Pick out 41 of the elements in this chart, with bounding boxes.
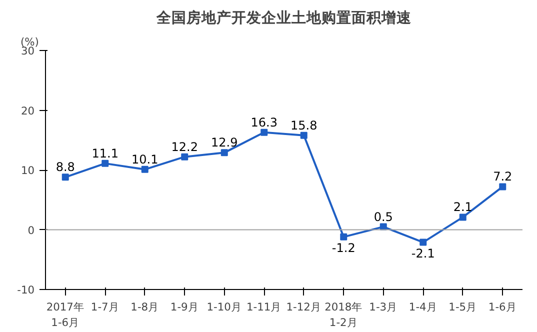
point bbox=[141, 166, 148, 173]
point bbox=[260, 128, 268, 136]
y-tick-label: 10 bbox=[20, 164, 35, 177]
point bbox=[300, 132, 308, 139]
y-tick-label: 20 bbox=[20, 104, 35, 118]
point bbox=[340, 233, 348, 240]
x-tick-label: 1-12月 bbox=[286, 300, 322, 314]
x-tick-label: 1-3月 bbox=[369, 300, 398, 314]
data-label: -1.2 bbox=[332, 240, 356, 255]
data-label: 11.1 bbox=[92, 146, 118, 160]
data-label: 15.8 bbox=[290, 118, 318, 132]
point bbox=[181, 153, 188, 160]
data-label: 10.1 bbox=[132, 152, 158, 166]
point bbox=[62, 174, 69, 181]
x-tick-label: 1-6月 bbox=[488, 300, 517, 314]
point bbox=[499, 183, 506, 190]
x-tick-label: 1-8月 bbox=[130, 300, 160, 314]
x-tick-label: 2017年 1-6月 bbox=[46, 300, 84, 330]
x-tick-label: 2018年 1-2月 bbox=[324, 300, 363, 330]
x-tick-label: 1-9月 bbox=[170, 300, 199, 314]
data-label: 12.9 bbox=[211, 136, 238, 150]
point bbox=[220, 149, 228, 156]
data-label: 0.5 bbox=[374, 210, 393, 224]
y-axis-title: (%) bbox=[20, 36, 39, 48]
data-label: 16.3 bbox=[250, 115, 278, 130]
chart-title: 全国房地产开发企业土地购置面积增速 bbox=[156, 8, 412, 26]
x-tick-label: 1-5月 bbox=[448, 300, 478, 314]
point bbox=[102, 160, 109, 167]
data-label: 12.2 bbox=[171, 140, 198, 154]
data-label: 8.8 bbox=[56, 160, 75, 174]
x-tick-label: 1-7月 bbox=[90, 300, 120, 314]
data-label: -2.1 bbox=[411, 246, 435, 260]
point bbox=[459, 214, 466, 221]
y-tick-label: -10 bbox=[17, 284, 35, 296]
x-tick-label: 1-4月 bbox=[408, 300, 438, 314]
data-label: 2.1 bbox=[453, 200, 472, 214]
x-tick-label: 1-11月 bbox=[246, 300, 282, 314]
point bbox=[420, 238, 427, 246]
y-tick-label: 0 bbox=[28, 224, 35, 237]
data-label: 7.2 bbox=[493, 170, 512, 184]
x-tick-label: 1-10月 bbox=[206, 300, 242, 314]
